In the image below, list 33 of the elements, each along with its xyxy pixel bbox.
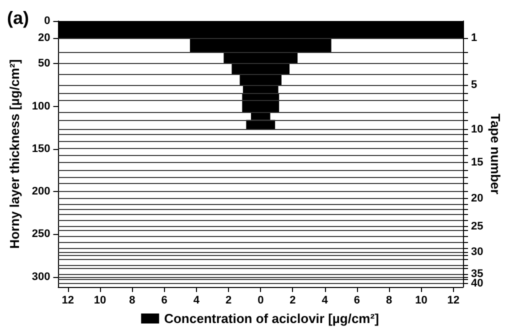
x-tick-label: 0	[258, 294, 264, 306]
x-tick-label: 4	[193, 294, 200, 306]
x-tick-label: 12	[62, 294, 74, 306]
text: 40	[471, 278, 484, 290]
x-tick-label: 8	[129, 294, 136, 306]
y-tick-label: 100	[32, 100, 50, 112]
y-tick-label: 300	[32, 270, 50, 283]
chart-title: (a)	[7, 8, 30, 28]
x-tick-label: 10	[415, 294, 428, 306]
y-axis-title: Horny layer thickness [µg/cm²]	[7, 59, 22, 249]
x-tick-label: 2	[225, 294, 232, 306]
text: 15	[471, 156, 484, 169]
x-tick-label: 6	[354, 294, 360, 306]
y-tick-label: 50	[38, 58, 50, 70]
x-tick-label: 6	[161, 294, 168, 306]
x-tick-label: 8	[386, 294, 392, 306]
text: 30	[471, 246, 484, 258]
text: 5	[471, 78, 478, 91]
y-tick-label: 0	[44, 15, 50, 27]
text: 1	[471, 32, 478, 44]
y-tick-label: 20	[38, 32, 50, 44]
y-tick-label: 200	[32, 186, 50, 198]
x-tick-label: 10	[94, 294, 106, 306]
x-tick-label: 12	[447, 294, 460, 306]
text: 20	[471, 192, 484, 204]
y-tick-label: 250	[32, 228, 50, 240]
legend-label: Concentration of aciclovir [µg/cm²]	[164, 311, 379, 326]
x-tick-label: 2	[290, 294, 296, 306]
text: 10	[471, 123, 484, 136]
text: 25	[471, 220, 484, 232]
y-tick-label: 150	[32, 142, 50, 155]
y2-axis-title: Tape number	[488, 114, 503, 194]
x-tick-label: 4	[322, 294, 329, 306]
